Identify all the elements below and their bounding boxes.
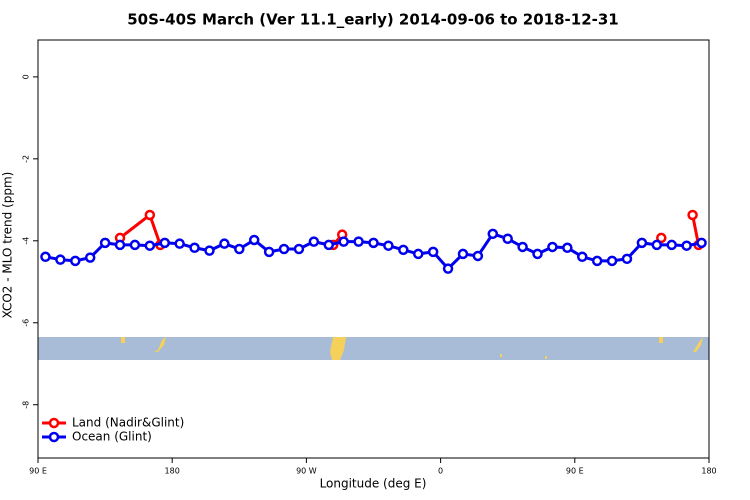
series-marker [517, 241, 528, 253]
series-marker [472, 250, 484, 262]
series-marker [189, 242, 200, 254]
series-marker [159, 237, 170, 249]
y-axis-label: XCO2 - MLO trend (ppm) [1, 172, 15, 319]
series-marker [457, 248, 469, 260]
series-marker [591, 255, 603, 267]
series-marker [606, 255, 618, 267]
y-tick-label: -2 [22, 155, 31, 163]
y-tick-label: -6 [22, 319, 31, 327]
series-marker [621, 253, 633, 265]
series-marker [398, 244, 409, 256]
series-marker [293, 243, 305, 255]
series-marker [696, 237, 707, 249]
series-marker [99, 237, 111, 249]
series-marker [383, 240, 394, 251]
series-marker [84, 252, 96, 263]
series-marker [442, 263, 454, 274]
x-tick-label: 90 W [296, 467, 317, 476]
series-marker [636, 237, 648, 249]
series-marker [234, 243, 245, 255]
x-axis-label: Longitude (deg E) [320, 477, 427, 491]
series-marker [204, 245, 215, 256]
series-marker [656, 232, 667, 244]
series-marker [353, 236, 364, 247]
y-tick-label: -4 [22, 237, 31, 245]
legend-label: Land (Nadir&Glint) [72, 416, 184, 430]
series-marker [577, 251, 588, 263]
series-marker [687, 209, 698, 221]
series-marker [40, 251, 51, 263]
series-marker [278, 243, 290, 255]
series-marker [129, 239, 141, 251]
series-marker [368, 237, 379, 249]
map-band [38, 337, 709, 360]
x-tick-label: 90 E [29, 467, 47, 476]
series-marker [547, 241, 558, 253]
series-marker [219, 238, 230, 249]
legend-marker [48, 431, 60, 443]
series-marker [651, 239, 663, 251]
series-marker [323, 239, 335, 251]
x-tick-label: 0 [438, 467, 443, 476]
series-marker [144, 209, 156, 221]
series-marker [681, 240, 692, 251]
series-marker [248, 234, 260, 246]
series-marker [532, 248, 543, 260]
series-marker [308, 236, 320, 247]
series-marker [263, 246, 275, 258]
legend-marker [48, 417, 60, 429]
land-masses [121, 337, 703, 360]
series-marker [427, 246, 439, 258]
y-tick-label: -8 [22, 401, 31, 409]
series-marker [114, 239, 126, 251]
legend-label: Ocean (Glint) [72, 430, 152, 444]
x-tick-label: 180 [165, 467, 180, 476]
x-tick-label: 180 [701, 467, 716, 476]
plot-frame [37, 39, 710, 459]
x-tick-label: 90 E [566, 467, 584, 476]
series-line [119, 212, 701, 246]
y-tick-label: 0 [22, 74, 31, 79]
series-marker [412, 248, 424, 260]
chart-title: 50S-40S March (Ver 11.1_early) 2014-09-0… [127, 11, 619, 29]
series-marker [174, 238, 185, 249]
series-marker [338, 236, 349, 247]
series-marker [666, 239, 677, 251]
series-marker [562, 242, 573, 254]
series-marker [144, 240, 156, 251]
series-marker [487, 228, 499, 240]
series-marker [70, 255, 81, 267]
series-marker [502, 233, 513, 245]
series-marker [55, 254, 66, 265]
